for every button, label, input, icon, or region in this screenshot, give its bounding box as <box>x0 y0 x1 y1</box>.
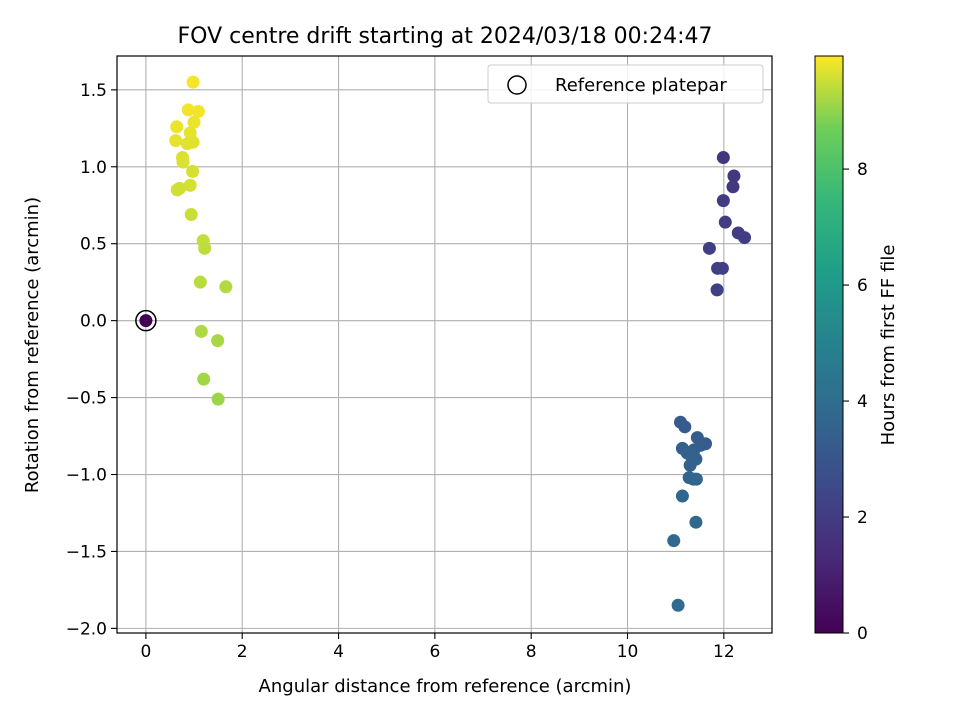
y-tick-label: 0.0 <box>80 312 107 332</box>
colorbar-ticks: 0 2 4 6 8 <box>843 160 868 644</box>
data-point <box>184 207 198 221</box>
data-point <box>170 120 184 134</box>
data-point <box>675 489 689 503</box>
data-point <box>683 458 697 472</box>
x-tick-label: 12 <box>713 642 735 662</box>
data-point <box>667 534 681 548</box>
x-axis-label: Angular distance from reference (arcmin) <box>259 676 632 697</box>
y-axis-ticks: −2.0 −1.5 −1.0 −0.5 0.0 0.5 1.0 1.5 <box>66 81 117 639</box>
colorbar-tick-label: 4 <box>857 392 868 412</box>
grid-lines <box>117 56 772 633</box>
data-point <box>194 324 208 338</box>
data-point <box>187 115 201 129</box>
y-tick-label: −1.0 <box>66 466 107 486</box>
data-point <box>170 183 184 197</box>
y-tick-label: 1.0 <box>80 158 107 178</box>
data-point <box>710 283 724 297</box>
data-point <box>183 178 197 192</box>
x-tick-label: 8 <box>526 642 537 662</box>
x-tick-label: 2 <box>237 642 248 662</box>
data-point <box>715 261 729 275</box>
colorbar-tick-label: 6 <box>857 276 868 296</box>
data-point <box>211 392 225 406</box>
y-tick-label: −1.5 <box>66 542 107 562</box>
data-point <box>181 103 195 117</box>
data-point <box>727 169 741 183</box>
legend-box <box>487 64 764 104</box>
data-point <box>193 275 207 289</box>
colorbar-tick-label: 0 <box>857 624 868 644</box>
plot-frame <box>116 55 773 634</box>
y-tick-label: 1.5 <box>80 81 107 101</box>
data-point <box>219 280 233 294</box>
y-tick-label: −2.0 <box>66 619 107 639</box>
colorbar-tick-label: 2 <box>857 508 868 528</box>
data-point <box>169 134 183 148</box>
colorbar-gradient <box>814 55 844 634</box>
data-point <box>738 231 752 245</box>
data-point <box>176 155 190 169</box>
x-tick-label: 10 <box>617 642 639 662</box>
data-point <box>716 194 730 208</box>
colorbar-label: Hours from first FF file <box>878 245 899 446</box>
data-point <box>702 241 716 255</box>
data-point <box>718 215 732 229</box>
colorbar: 0 2 4 6 8 Hours from first FF file <box>814 55 899 644</box>
y-tick-label: −0.5 <box>66 389 107 409</box>
data-point <box>211 334 225 348</box>
x-tick-label: 0 <box>140 642 151 662</box>
data-point <box>139 314 153 328</box>
y-tick-label: 0.5 <box>80 235 107 255</box>
y-axis-label: Rotation from reference (arcmin) <box>22 197 43 493</box>
reference-platepar-marker <box>135 309 157 332</box>
colorbar-tick-label: 8 <box>857 160 868 180</box>
x-tick-label: 6 <box>429 642 440 662</box>
data-point <box>198 241 212 255</box>
legend-marker-icon <box>507 75 527 95</box>
chart-title: FOV centre drift starting at 2024/03/18 … <box>178 24 713 49</box>
data-point <box>186 75 200 89</box>
data-point <box>191 104 205 118</box>
data-point <box>671 598 685 612</box>
data-point <box>197 372 211 386</box>
legend: Reference platepar <box>487 64 764 104</box>
x-axis-ticks: 0 2 4 6 8 10 12 <box>140 633 735 662</box>
data-markers <box>135 75 752 612</box>
x-tick-label: 4 <box>333 642 344 662</box>
data-point <box>689 472 703 486</box>
data-point <box>689 515 703 529</box>
data-point <box>716 151 730 165</box>
data-point <box>186 164 200 178</box>
data-point <box>726 180 740 194</box>
data-point <box>678 420 692 434</box>
data-point <box>180 137 194 151</box>
legend-label: Reference platepar <box>555 75 727 96</box>
